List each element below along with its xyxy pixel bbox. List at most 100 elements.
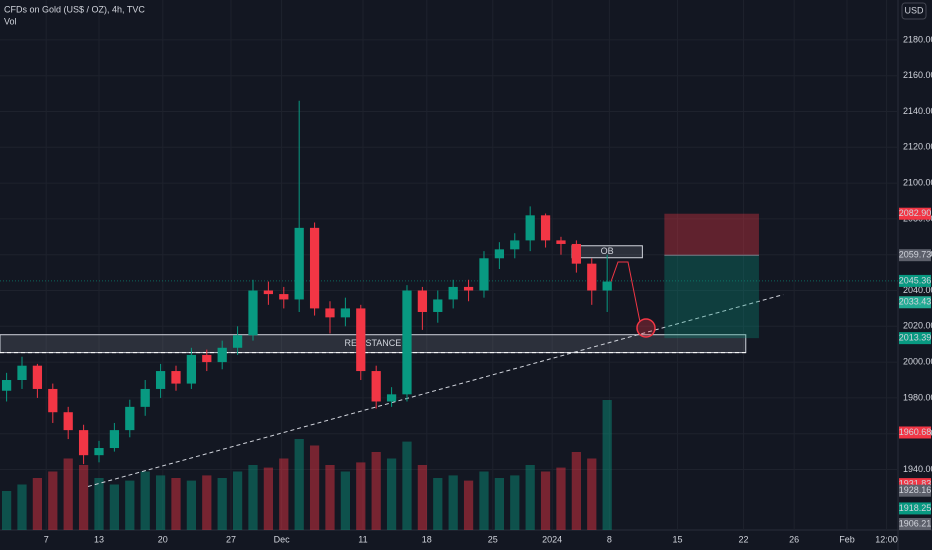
price-tag-label: 1960.68 [899,427,932,437]
price-axis: 2180.002160.002140.002120.002100.002080.… [899,34,932,530]
price-tag-label: 2013.39 [899,333,932,343]
volume-bar [217,478,227,530]
candle-body [417,290,428,312]
x-tick-label: Dec [274,534,291,544]
candle-body [325,308,335,318]
candle-body [78,430,89,456]
volume-bar [386,458,397,530]
candle-body [479,258,489,291]
candle-body [94,448,104,456]
volume-bar [433,478,443,530]
price-tag [899,518,931,530]
price-tag [899,207,931,220]
volume-bar [140,471,150,530]
target-zone [664,255,759,339]
candle-body [340,308,351,318]
candle-body [202,354,212,363]
zone-label: OB [601,246,614,256]
volume-bar [417,465,428,530]
candle-body [48,388,58,413]
x-tick-label: Feb [839,534,855,544]
zone-label: RESISTANCE [344,338,401,348]
candle-body [386,394,397,402]
volume-bar [309,445,320,530]
candle-body [294,227,304,300]
candle-body [125,406,135,431]
candle-body [448,286,458,300]
volume-bar [248,465,258,530]
grid [0,0,898,530]
volume-bar [525,465,535,530]
candle-body [356,308,366,372]
candle-body [309,227,320,309]
candle-body [155,371,166,389]
candle-body [602,281,612,291]
volume-bar [294,439,304,530]
volume-bar [556,467,566,530]
volume-bar [356,462,366,530]
volume-bar [155,475,166,530]
volume-bar [202,475,212,530]
volume-bar [571,452,581,530]
volume-bar [325,465,335,530]
y-tick-label: 2000.00 [903,356,932,366]
price-tag-label: 2082.90 [899,208,932,218]
candle-body [17,365,27,381]
volume-bar [17,484,27,530]
price-tag-label: 2045.36 [899,275,932,285]
currency[interactable]: USD [904,5,924,15]
volume-bar [63,458,73,530]
price-tag [899,274,931,287]
volume-bar [32,478,43,530]
volume-bar [540,471,551,530]
volume-bar [279,458,289,530]
volume-bar [479,471,489,530]
volume-bar [94,478,104,530]
projection-arrow [607,261,641,323]
candle-body [371,371,381,402]
x-tick-label: 2024 [542,534,562,544]
volume-bar [494,478,504,530]
candle-body [279,294,289,300]
volume-pane [1,400,612,530]
y-tick-label: 2180.00 [903,34,932,44]
volume-bar [232,471,243,530]
volume-bar [587,458,597,530]
y-tick-label: 1940.00 [903,464,932,474]
x-tick-label: 18 [422,534,432,544]
trendline [87,294,784,487]
volume-bar [263,467,274,530]
candle-body [494,249,504,259]
candle-body [587,263,597,291]
price-tag [899,332,931,345]
y-tick-label: 2020.00 [903,321,932,331]
stop-zone [664,213,759,256]
volume-bar [109,484,120,530]
price-tag-label: 1931.83 [899,478,932,488]
candle-body [556,240,566,244]
x-tick-label: 12:00 [875,534,898,544]
candle-body [571,243,581,264]
price-tag-label: 1906.21 [899,518,932,528]
volume-bar [48,471,58,530]
candle-body [248,290,258,336]
price-tag [899,484,931,497]
volume-bar [510,475,520,530]
candle-body [109,430,120,449]
price-tag [899,502,931,515]
chart-title: CFDs on Gold (US$ / OZ), 4h, TVC [4,4,145,14]
price-tag-label: 1928.16 [899,485,932,495]
price-tag-label: 2033.43 [899,297,932,307]
y-tick-label: 2120.00 [903,142,932,152]
volume-bar [78,465,89,530]
x-tick-label: 13 [94,534,104,544]
volume-bar [125,480,135,530]
candle-body [217,347,227,363]
y-tick-label: 2040.00 [903,285,932,295]
currency-button[interactable] [901,2,927,20]
price-tag-label: 1918.25 [899,503,932,513]
price-tag-label: 2059.73 [899,250,932,260]
candles [1,100,612,465]
volume-bar [171,478,181,530]
